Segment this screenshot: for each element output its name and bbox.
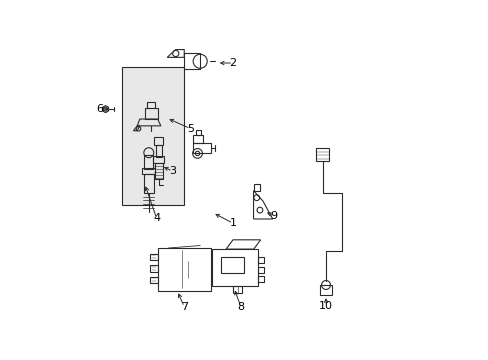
FancyBboxPatch shape xyxy=(122,67,184,205)
Text: 2: 2 xyxy=(229,58,236,68)
Text: 6: 6 xyxy=(96,104,103,114)
Text: 10: 10 xyxy=(318,301,332,311)
Text: 7: 7 xyxy=(180,302,187,312)
Text: 8: 8 xyxy=(237,302,244,312)
Text: 5: 5 xyxy=(187,123,194,134)
Text: 3: 3 xyxy=(169,166,176,176)
Text: 9: 9 xyxy=(270,211,277,221)
Text: 1: 1 xyxy=(229,218,236,228)
Text: 4: 4 xyxy=(153,213,160,223)
